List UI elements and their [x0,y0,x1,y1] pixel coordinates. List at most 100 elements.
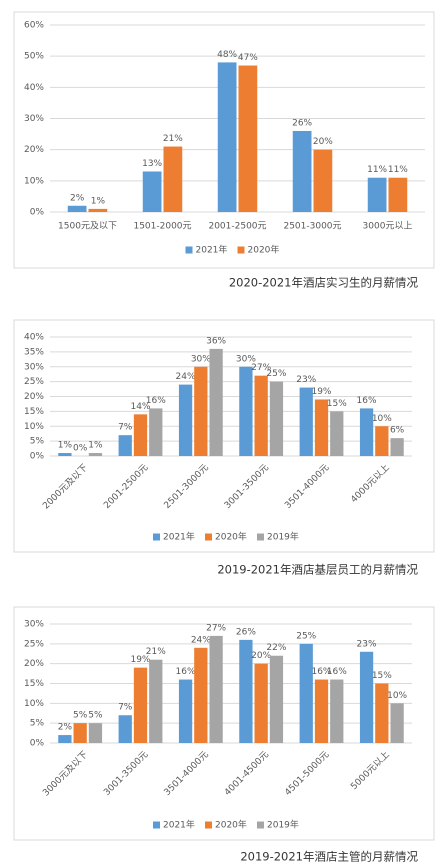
bar [299,643,313,743]
y-tick-label: 40% [24,83,44,93]
value-label: 48% [217,50,237,60]
x-tick-label: 3001-3500元 [102,750,150,798]
legend-label: 2021年 [196,244,228,256]
bar [133,667,148,743]
bar [118,435,132,456]
value-label: 14% [130,402,150,412]
value-label: 24% [191,635,211,645]
value-label: 30% [191,354,211,364]
x-tick-label: 3000元以上 [363,221,413,232]
value-label: 16% [176,667,196,677]
value-label: 19% [130,655,150,665]
bar [58,735,72,743]
y-tick-label: 35% [24,347,44,357]
legend-swatch [205,533,212,541]
legend-swatch [185,246,193,254]
value-label: 20% [313,137,333,147]
value-label: 1% [58,441,73,451]
y-tick-label: 5% [30,719,45,729]
x-tick-label: 5000元以上 [349,749,392,792]
value-label: 0% [73,444,88,454]
x-tick-label: 3001-3500元 [223,463,271,511]
y-tick-label: 40% [24,333,44,343]
legend-swatch [257,533,264,541]
bar [73,723,87,743]
value-label: 15% [327,399,347,409]
y-tick-label: 10% [24,176,44,186]
bar [254,375,268,456]
bar [209,635,223,743]
x-tick-label: 2000元及以下 [41,462,90,511]
bar [375,426,389,456]
value-label: 47% [238,53,258,63]
value-label: 16% [357,396,377,406]
bar [239,639,253,743]
bar [178,384,193,456]
chart-frame [13,319,435,553]
bar [254,663,268,743]
y-tick-label: 30% [24,114,44,124]
x-tick-label: 2501-3000元 [163,463,211,511]
legend-swatch [205,821,212,829]
value-label: 10% [372,414,392,424]
legend-label: 2019年 [267,531,299,543]
x-tick-label: 4000元以上 [349,462,392,505]
value-label: 1% [88,441,103,451]
bar [194,366,208,456]
y-tick-label: 60% [24,21,44,31]
value-label: 2% [70,193,85,203]
value-label: 27% [206,623,226,633]
value-label: 25% [296,631,316,641]
x-tick-label: 1500元及以下 [58,221,117,232]
value-label: 16% [311,667,331,677]
y-tick-label: 30% [24,362,44,372]
y-tick-label: 30% [24,620,44,630]
y-tick-label: 20% [24,145,44,155]
x-tick-label: 2001-2500元 [102,463,150,511]
y-tick-label: 25% [24,377,44,387]
bar [390,703,404,743]
bar [209,348,223,456]
legend-label: 2019年 [267,819,299,831]
value-label: 11% [388,165,408,175]
bar [330,411,344,456]
value-label: 26% [292,118,312,128]
bar [375,683,389,743]
value-label: 22% [266,643,286,653]
value-label: 20% [251,651,271,661]
legend-swatch [153,821,160,829]
bar [314,679,329,743]
chart-frame [13,11,435,269]
bar [133,414,148,456]
value-label: 24% [176,372,196,382]
legend-label: 2021年 [163,819,195,831]
value-label: 5% [73,711,88,721]
value-label: 36% [206,336,226,346]
bar [367,177,387,212]
bar [269,381,284,456]
bar [163,146,183,212]
bar [149,408,163,456]
bar [149,659,163,743]
legend-label: 2021年 [163,531,195,543]
bar [313,149,333,212]
bar [217,62,237,213]
value-label: 23% [357,639,377,649]
value-label: 15% [372,671,392,681]
bar [88,208,108,212]
x-tick-label: 2501-3000元 [283,222,341,232]
value-label: 26% [236,627,256,637]
value-label: 23% [296,375,316,385]
value-label: 10% [387,691,407,701]
chart-frame [13,606,435,841]
x-tick-label: 4501-5000元 [283,750,331,798]
bar [269,655,284,743]
x-tick-label: 3000元及以下 [41,749,90,798]
x-tick-label: 1501-2000元 [133,222,191,232]
bar [88,453,103,456]
value-label: 21% [146,647,166,657]
x-tick-label: 3501-4000元 [283,463,331,511]
bar [314,399,329,456]
y-tick-label: 20% [24,392,44,402]
